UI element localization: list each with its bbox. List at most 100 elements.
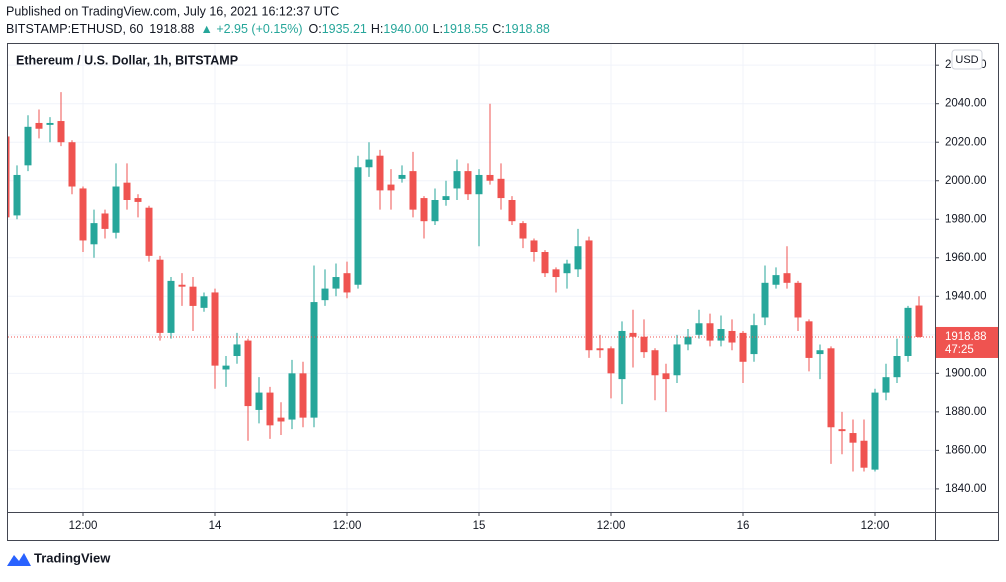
candle-body xyxy=(739,332,747,362)
candle-body xyxy=(211,292,219,366)
candle-body xyxy=(673,344,681,376)
chart-frame xyxy=(7,43,999,541)
c-value: 1918.88 xyxy=(505,22,550,36)
x-tick-label: 12:00 xyxy=(861,520,890,532)
candle-body xyxy=(255,392,263,410)
candle-body xyxy=(574,246,582,270)
candle-body xyxy=(486,174,494,181)
candle-body xyxy=(409,171,417,210)
candle-body xyxy=(79,188,87,241)
candle-body xyxy=(904,307,912,356)
l-value: 1918.55 xyxy=(443,22,488,36)
last-price-label: 1918.88 xyxy=(945,331,987,343)
currency: USD xyxy=(955,54,978,66)
candle-body xyxy=(222,365,230,370)
candle-body xyxy=(915,305,923,337)
symbol: BITSTAMP:ETHUSD, 60 xyxy=(6,22,143,36)
candle-body xyxy=(695,323,703,335)
candle-body xyxy=(321,288,329,301)
price: 1918.88 xyxy=(149,22,194,36)
y-tick-label: 1940.00 xyxy=(945,290,987,302)
y-tick-label: 2040.00 xyxy=(945,98,987,110)
candle-body xyxy=(233,344,241,356)
y-tick-label: 2000.00 xyxy=(945,175,987,187)
x-tick-label: 12:00 xyxy=(333,520,362,532)
candle-body xyxy=(860,440,868,468)
candle-body xyxy=(266,392,274,426)
x-tick-label: 12:00 xyxy=(597,520,626,532)
candle-body xyxy=(134,198,142,202)
candle-body xyxy=(68,142,76,187)
o-value: 1935.21 xyxy=(322,22,367,36)
candle-body xyxy=(783,273,791,283)
grid xyxy=(8,44,935,512)
x-tick-label: 12:00 xyxy=(69,520,98,532)
candles xyxy=(8,92,935,472)
candle-body xyxy=(519,223,527,239)
h-value: 1940.00 xyxy=(383,22,428,36)
y-tick-label: 1900.00 xyxy=(945,367,987,379)
brand: TradingView xyxy=(34,550,111,565)
candle-body xyxy=(552,269,560,278)
candle-body xyxy=(46,122,54,125)
candle-body xyxy=(442,196,450,200)
y-tick-label: 2020.00 xyxy=(945,136,987,148)
published-line: Published on TradingView.com, July 16, 2… xyxy=(6,4,339,18)
candle-body xyxy=(475,174,483,195)
candle-body xyxy=(156,259,164,333)
candle-body xyxy=(706,323,714,341)
last-price-box xyxy=(936,326,998,358)
candle-body xyxy=(761,282,769,318)
candle-body xyxy=(13,174,21,216)
o-label: O: xyxy=(309,22,322,36)
logo xyxy=(7,553,31,566)
chart-title: Ethereum / U.S. Dollar, 1h, BITSTAMP xyxy=(16,53,238,67)
candle-body xyxy=(453,171,461,189)
candle-body xyxy=(497,178,505,199)
candle-body xyxy=(684,336,692,345)
candle-body xyxy=(365,159,373,168)
candle-body xyxy=(464,171,472,195)
x-tick-label: 15 xyxy=(473,520,486,532)
candle-body xyxy=(816,350,824,355)
candle-body xyxy=(167,280,175,333)
candle-body xyxy=(805,321,813,358)
h-label: H: xyxy=(371,22,384,36)
candle-body xyxy=(57,121,65,143)
candle-body xyxy=(332,277,340,289)
candle-body xyxy=(178,284,186,287)
candle-body xyxy=(189,286,197,306)
candle-body xyxy=(299,373,307,418)
candle-body xyxy=(794,282,802,318)
y-tick-label: 1840.00 xyxy=(945,483,987,495)
candle-body xyxy=(24,126,32,166)
candle-body xyxy=(541,252,549,274)
y-tick-label: 1980.00 xyxy=(945,213,987,225)
ohlc-line: BITSTAMP:ETHUSD, 60 1918.88 ▲ +2.95 (+0.15… xyxy=(6,22,550,36)
candle-body xyxy=(123,182,131,200)
candle-body xyxy=(277,417,285,422)
candle-body xyxy=(607,348,615,374)
change: ▲ +2.95 (+0.15%) xyxy=(200,22,302,36)
candle-body xyxy=(563,263,571,274)
y-tick-label: 1960.00 xyxy=(945,252,987,264)
candle-body xyxy=(112,186,120,233)
candle-body xyxy=(145,207,153,256)
candle-body xyxy=(882,377,890,393)
axes: 1840.001860.001880.001900.001920.001940.… xyxy=(69,59,987,532)
candle-body xyxy=(530,240,538,252)
candle-body xyxy=(420,198,428,222)
candle-body xyxy=(596,348,604,351)
candle-body xyxy=(827,348,835,428)
y-tick-label: 1860.00 xyxy=(945,444,987,456)
candle-body xyxy=(838,429,846,432)
candle-body xyxy=(849,433,857,443)
candle-body xyxy=(618,330,626,380)
candle-body xyxy=(871,392,879,470)
l-label: L: xyxy=(433,22,443,36)
candle-body xyxy=(728,330,736,343)
countdown: 47:25 xyxy=(945,344,974,356)
candle-body xyxy=(640,336,648,353)
candle-body xyxy=(200,296,208,308)
